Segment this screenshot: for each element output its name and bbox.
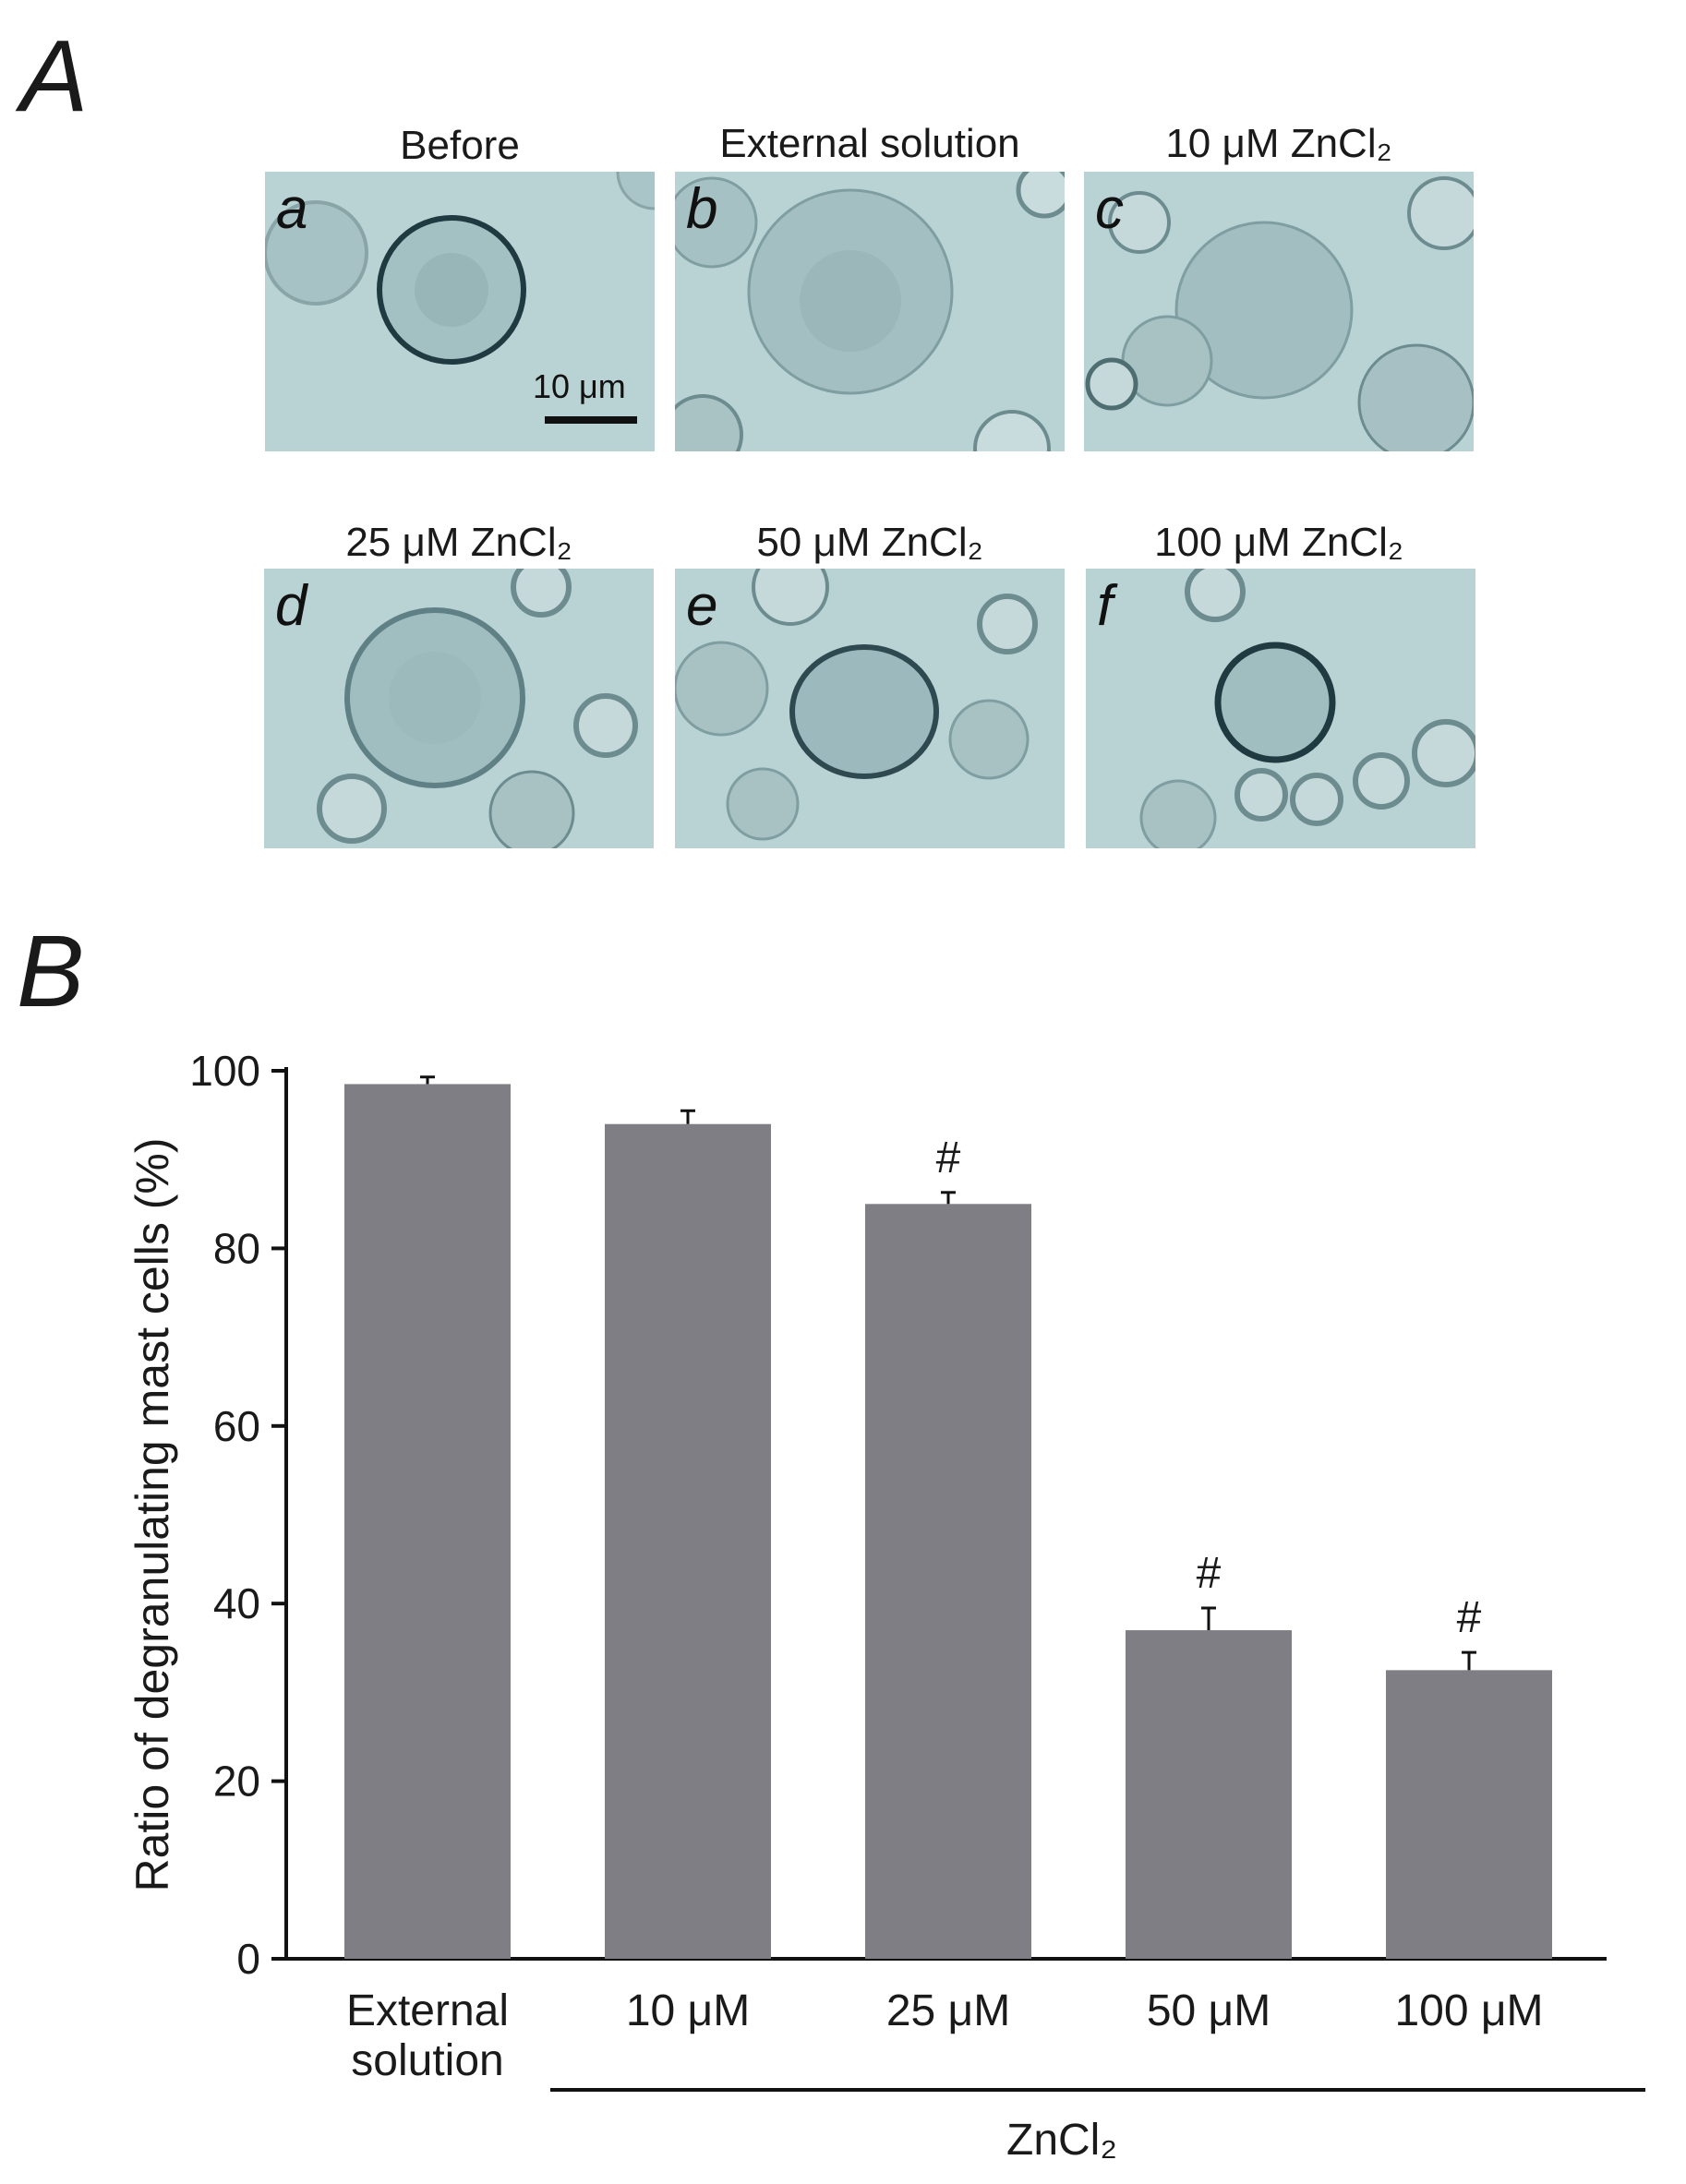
micrograph-c-image [1085,176,1474,451]
micrograph-e-image [675,569,1038,841]
y-tick-label-5: 100 [189,1047,260,1095]
micrograph-letter-a: a [276,177,308,241]
micrograph-letter-c: c [1095,177,1124,241]
micrograph-letter-b: b [686,177,718,241]
bar-0 [344,1084,511,1959]
bar-2 [865,1204,1031,1959]
scale-bar-label: 10 μm [533,367,626,405]
y-tick-label-1: 20 [213,1758,260,1806]
y-tick-label-4: 80 [213,1224,260,1272]
micrograph-f: f [1086,569,1475,848]
significance-mark-4: # [1457,1593,1482,1642]
micrograph-title-c: 10 μM ZnCl₂ [1165,121,1392,166]
micrograph-title-e: 50 μM ZnCl₂ [756,520,983,565]
panel-a-label: A [20,19,89,133]
micrograph-a-image [265,172,655,365]
y-axis-label: Ratio of degranulating mast cells (%) [126,1137,178,1891]
micrograph-letter-f: f [1097,574,1114,638]
x-tick-label-4: 100 μM [1394,1986,1543,2035]
x-tick-label-3: 50 μM [1147,1986,1271,2035]
micrograph-title-f: 100 μM ZnCl₂ [1154,520,1403,565]
micrograph-c: c [1084,172,1474,451]
significance-mark-3: # [1197,1549,1222,1598]
micrograph-f-image [1139,569,1475,848]
significance-mark-2: # [936,1134,961,1182]
scale-bar [545,416,637,424]
micrograph-d: d [264,569,654,848]
y-tick-label-0: 0 [236,1935,260,1983]
y-tick-label-2: 40 [213,1579,260,1627]
micrograph-e: e [675,569,1065,848]
micrograph-d-image [317,569,638,848]
bar-1 [605,1123,771,1959]
panel-b-label: B [17,915,85,1028]
micrograph-b-image [675,172,1065,451]
micrograph-title-b: External solution [719,121,1020,166]
micrograph-a: a 10 μm [265,172,655,451]
x-tick-label-1: 10 μM [626,1986,750,2035]
bar-4 [1386,1670,1552,1959]
micrograph-b: b [675,172,1065,451]
bar-3 [1126,1630,1292,1959]
micrograph-letter-e: e [686,574,718,638]
y-tick-label-3: 60 [213,1402,260,1450]
group-label: ZnCl₂ [1006,2116,1117,2165]
x-tick-label-0: External solution [346,1986,509,2085]
micrograph-title-d: 25 μM ZnCl₂ [345,520,572,565]
micrograph-letter-d: d [275,574,307,638]
x-tick-label-2: 25 μM [886,1986,1010,2035]
micrograph-title-a: Before [400,123,520,168]
